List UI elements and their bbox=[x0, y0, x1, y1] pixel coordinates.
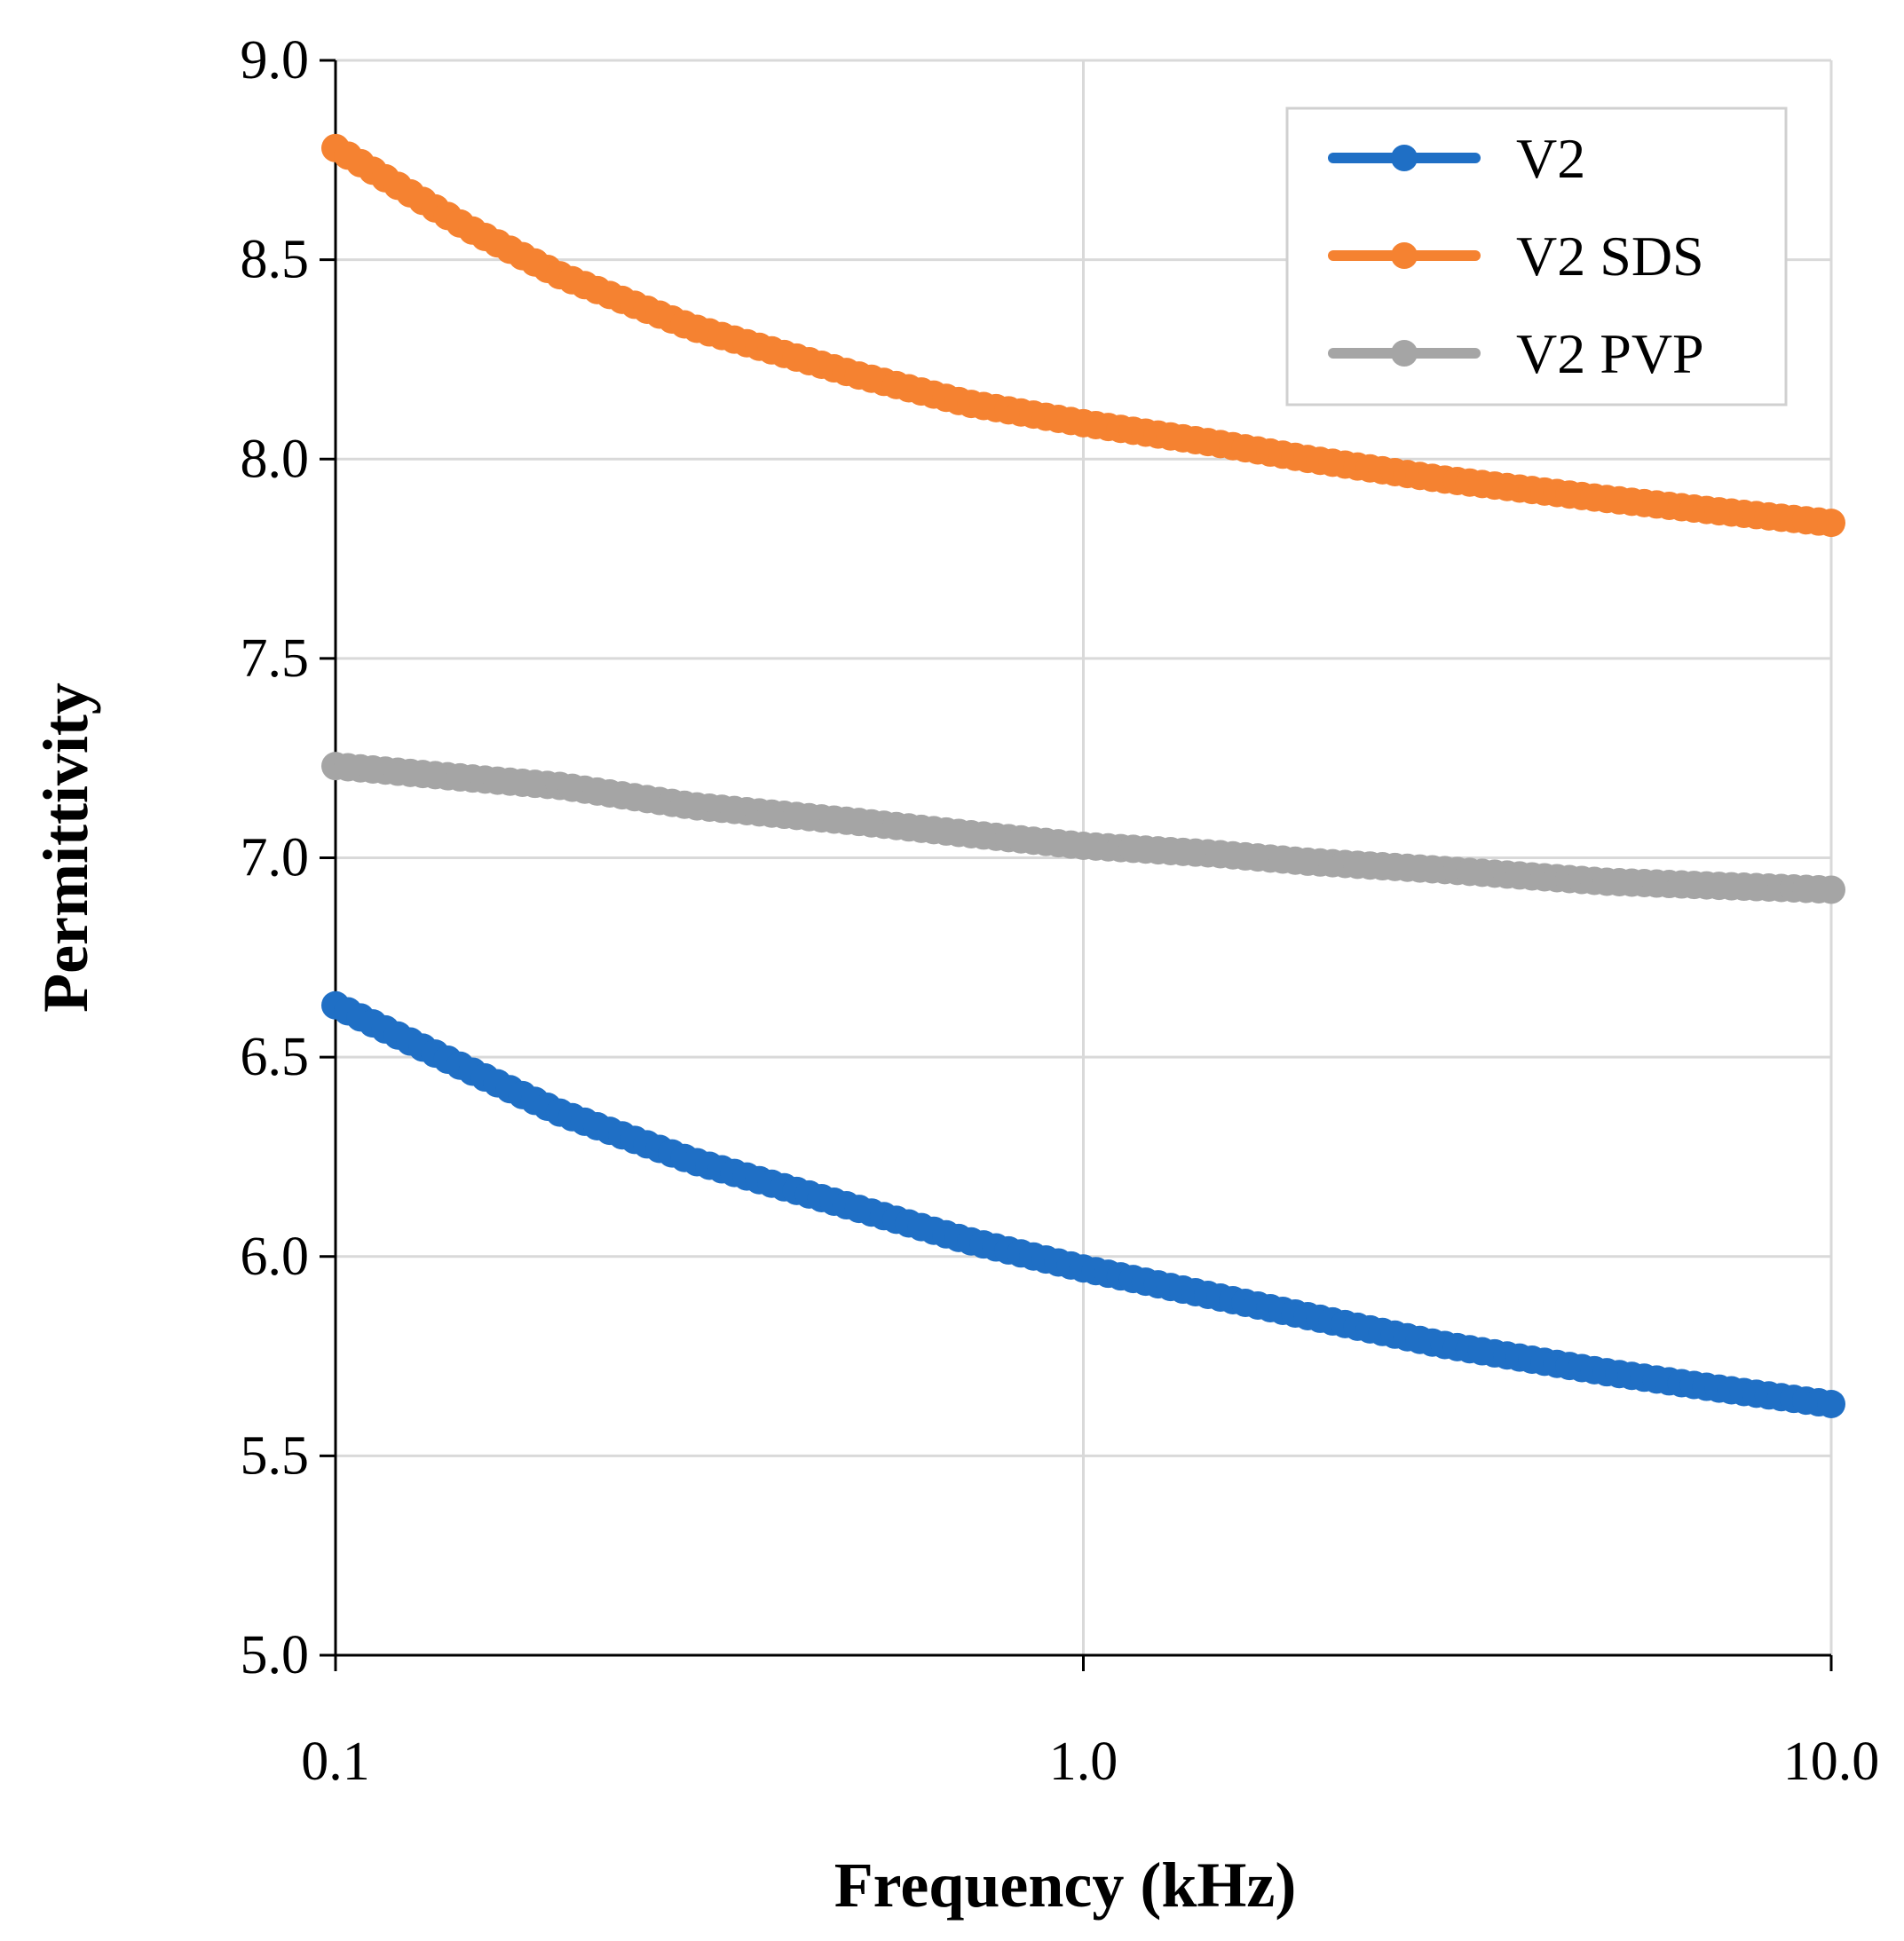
data-point-v2-pvp bbox=[1817, 875, 1845, 904]
series-v2-sds bbox=[321, 133, 1845, 538]
series-v2 bbox=[321, 990, 1845, 1418]
legend-label-v2: V2 bbox=[1516, 127, 1585, 190]
y-tick-label: 8.5 bbox=[241, 230, 310, 290]
series-v2-pvp bbox=[321, 752, 1845, 904]
legend: V2 V2 SDS V2 PVP bbox=[1285, 107, 1788, 406]
x-tick-label: 10.0 bbox=[1783, 1732, 1880, 1792]
legend-marker-v2-pvp bbox=[1391, 340, 1418, 367]
legend-marker-v2 bbox=[1391, 145, 1418, 171]
legend-marker-v2-sds bbox=[1391, 242, 1418, 269]
y-axis-title: Permittivity bbox=[30, 683, 101, 1013]
y-tick-label: 6.0 bbox=[241, 1227, 310, 1287]
x-axis-title: Frequency (kHz) bbox=[834, 1850, 1297, 1921]
y-tick-label: 6.5 bbox=[241, 1027, 310, 1087]
x-tick-label: 0.1 bbox=[301, 1732, 370, 1792]
axes-layer: 5.0 5.5 6.0 6.5 7.0 7.5 8.0 8.5 9.0 0.1 1.0 10.0 bbox=[241, 30, 1880, 1792]
legend-label-v2-sds: V2 SDS bbox=[1516, 225, 1704, 288]
y-tick-label: 5.5 bbox=[241, 1425, 310, 1486]
y-tick-label: 5.0 bbox=[241, 1625, 310, 1685]
y-tick-label: 7.0 bbox=[241, 828, 310, 888]
data-point-v2 bbox=[1817, 1389, 1845, 1418]
y-tick-label: 7.5 bbox=[241, 628, 310, 689]
x-tick-label: 1.0 bbox=[1049, 1732, 1118, 1792]
data-point-v2-sds bbox=[1817, 509, 1845, 538]
y-tick-label: 8.0 bbox=[241, 429, 310, 489]
y-tick-label: 9.0 bbox=[241, 30, 310, 91]
legend-label-v2-pvp: V2 PVP bbox=[1516, 322, 1704, 385]
series-layer bbox=[321, 133, 1845, 1418]
